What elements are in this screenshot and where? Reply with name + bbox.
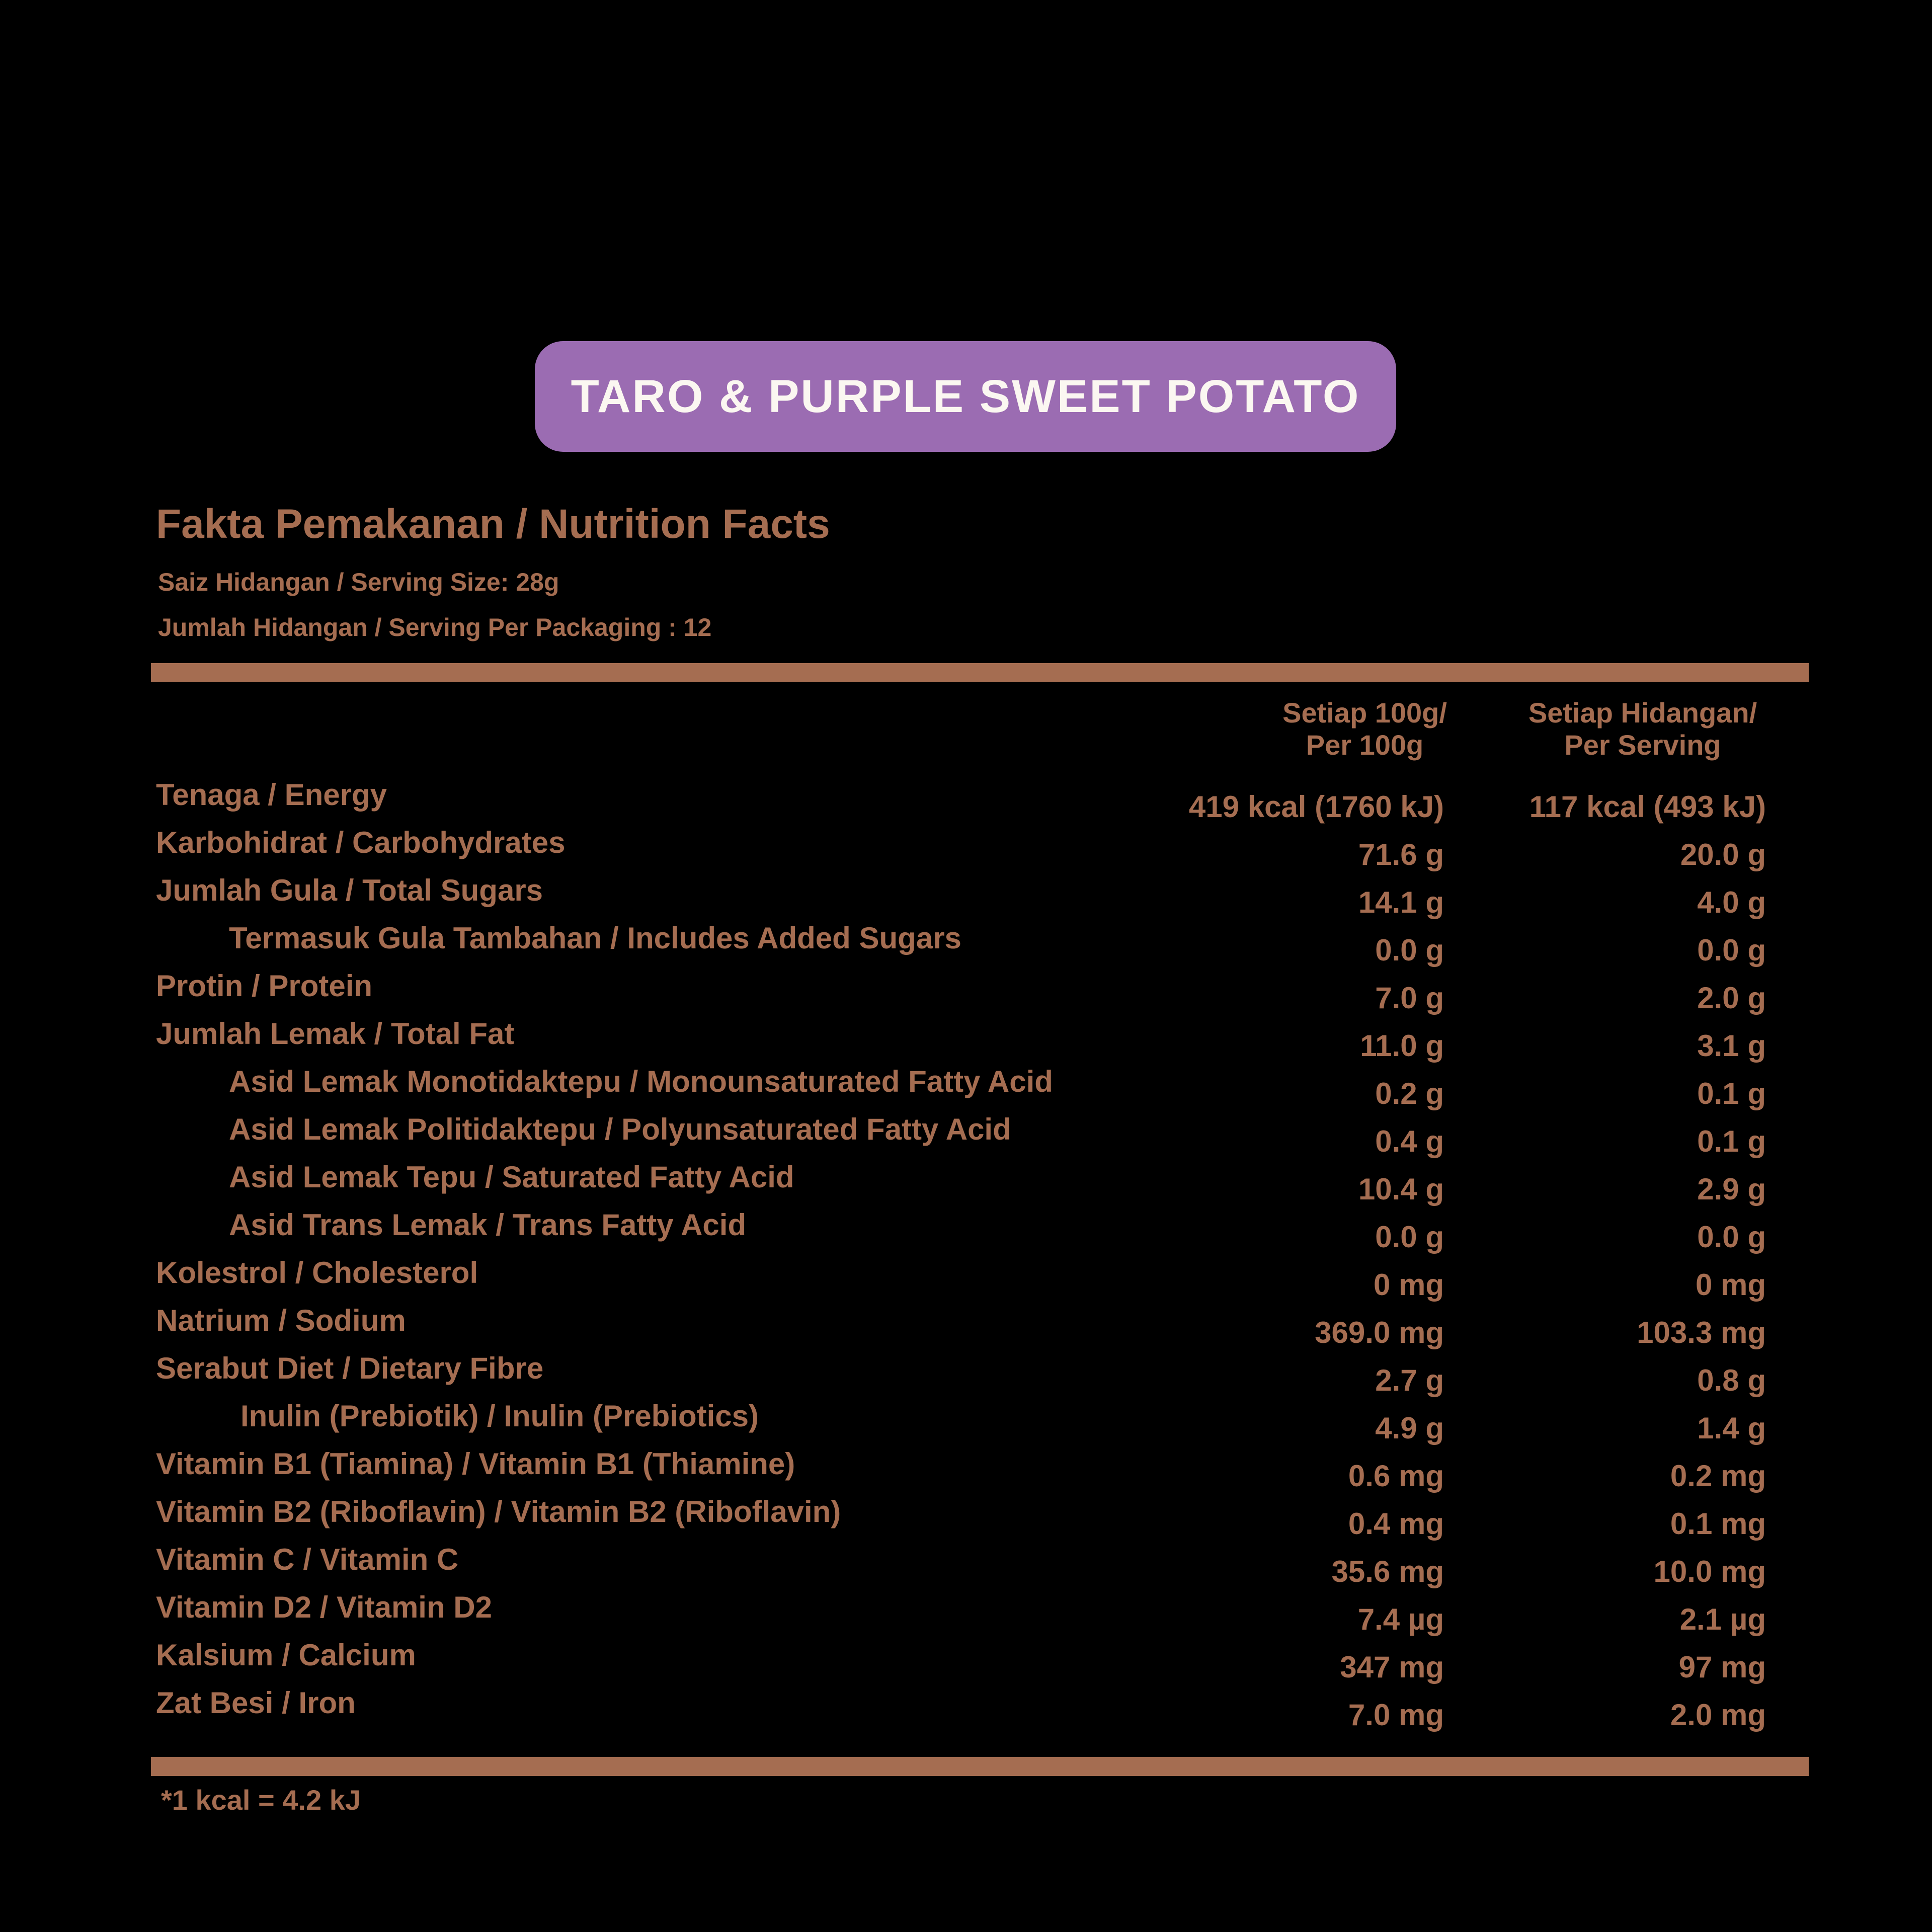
column-header-per-serving-line2: Per Serving (1564, 729, 1721, 761)
row-value-per-100g: 347 mg (1340, 1650, 1444, 1684)
row-value-per-serving: 97 mg (1678, 1650, 1766, 1684)
row-value-per-serving: 2.0 mg (1670, 1698, 1766, 1732)
column-header-per-serving: Setiap Hidangan/ Per Serving (1499, 697, 1786, 761)
row-value-per-100g: 369.0 mg (1315, 1316, 1444, 1349)
row-label: Tenaga / Energy (156, 778, 387, 812)
row-value-per-serving: 103.3 mg (1637, 1316, 1766, 1349)
page-title: Fakta Pemakanan / Nutrition Facts (156, 501, 830, 547)
row-value-per-serving: 0.1 mg (1670, 1507, 1766, 1541)
row-label: Asid Lemak Politidaktepu / Polyunsaturat… (229, 1112, 1011, 1146)
row-label: Jumlah Gula / Total Sugars (156, 873, 543, 907)
row-value-per-serving: 117 kcal (493 kJ) (1529, 790, 1766, 824)
row-value-per-serving: 20.0 g (1680, 838, 1766, 871)
row-value-per-serving: 2.0 g (1697, 981, 1766, 1015)
row-value-per-serving: 0.8 g (1697, 1363, 1766, 1397)
row-value-per-serving: 0.0 g (1697, 1220, 1766, 1254)
flavor-badge: TARO & PURPLE SWEET POTATO (535, 341, 1396, 452)
row-label: Asid Trans Lemak / Trans Fatty Acid (229, 1208, 747, 1242)
row-label: Inulin (Prebiotik) / Inulin (Prebiotics) (240, 1399, 759, 1433)
row-value-per-100g: 0 mg (1373, 1268, 1444, 1302)
row-value-per-serving: 10.0 mg (1653, 1555, 1766, 1588)
row-value-per-serving: 2.1 µg (1679, 1602, 1766, 1636)
table-row: Zat Besi / Iron 7.0 mg 2.0 mg (156, 1679, 1766, 1732)
row-value-per-100g: 2.7 g (1375, 1363, 1444, 1397)
row-value-per-serving: 0 mg (1695, 1268, 1766, 1302)
row-value-per-100g: 7.0 mg (1348, 1698, 1444, 1732)
row-label: Kolestrol / Cholesterol (156, 1256, 478, 1290)
table-row: Asid Lemak Tepu / Saturated Fatty Acid 1… (156, 1153, 1766, 1206)
column-header-per-100g: Setiap 100g/ Per 100g (1225, 697, 1504, 761)
row-label: Asid Lemak Tepu / Saturated Fatty Acid (229, 1160, 794, 1194)
table-row: Vitamin B2 (Riboflavin) / Vitamin B2 (Ri… (156, 1488, 1766, 1541)
row-value-per-serving: 2.9 g (1697, 1172, 1766, 1206)
nutrition-table: Tenaga / Energy 419 kcal (1760 kJ) 117 k… (156, 771, 1766, 1732)
row-value-per-100g: 0.4 mg (1348, 1507, 1444, 1541)
row-label: Karbohidrat / Carbohydrates (156, 826, 566, 859)
divider-bottom (151, 1757, 1809, 1776)
serving-size-text: Saiz Hidangan / Serving Size: 28g (158, 568, 559, 596)
column-header-per-100g-line2: Per 100g (1306, 729, 1424, 761)
row-label: Vitamin C / Vitamin C (156, 1543, 459, 1576)
row-value-per-100g: 35.6 mg (1331, 1555, 1444, 1588)
row-value-per-100g: 4.9 g (1375, 1411, 1444, 1445)
row-value-per-100g: 71.6 g (1358, 838, 1444, 871)
table-row: Asid Trans Lemak / Trans Fatty Acid 0.0 … (156, 1201, 1766, 1254)
row-value-per-100g: 7.0 g (1375, 981, 1444, 1015)
table-row: Natrium / Sodium 369.0 mg 103.3 mg (156, 1297, 1766, 1349)
row-value-per-serving: 0.1 g (1697, 1124, 1766, 1158)
row-value-per-serving: 0.2 mg (1670, 1459, 1766, 1493)
table-row: Kalsium / Calcium 347 mg 97 mg (156, 1631, 1766, 1684)
row-value-per-100g: 10.4 g (1358, 1172, 1444, 1206)
column-header-per-serving-line1: Setiap Hidangan/ (1528, 697, 1757, 729)
table-row: Asid Lemak Monotidaktepu / Monounsaturat… (156, 1058, 1766, 1110)
row-label: Vitamin B2 (Riboflavin) / Vitamin B2 (Ri… (156, 1495, 841, 1528)
table-row: Asid Lemak Politidaktepu / Polyunsaturat… (156, 1105, 1766, 1158)
row-value-per-serving: 4.0 g (1697, 886, 1766, 919)
row-label: Vitamin D2 / Vitamin D2 (156, 1590, 492, 1624)
row-value-per-100g: 0.6 mg (1348, 1459, 1444, 1493)
row-label: Jumlah Lemak / Total Fat (156, 1017, 515, 1051)
row-value-per-100g: 0.0 g (1375, 1220, 1444, 1254)
table-row: Karbohidrat / Carbohydrates 71.6 g 20.0 … (156, 819, 1766, 871)
row-label: Serabut Diet / Dietary Fibre (156, 1351, 544, 1385)
table-row: Kolestrol / Cholesterol 0 mg 0 mg (156, 1249, 1766, 1302)
divider-top (151, 663, 1809, 682)
row-label: Asid Lemak Monotidaktepu / Monounsaturat… (229, 1065, 1053, 1098)
table-row: Jumlah Lemak / Total Fat 11.0 g 3.1 g (156, 1010, 1766, 1063)
row-value-per-serving: 1.4 g (1697, 1411, 1766, 1445)
table-row: Jumlah Gula / Total Sugars 14.1 g 4.0 g (156, 866, 1766, 919)
servings-per-package-text: Jumlah Hidangan / Serving Per Packaging … (158, 613, 712, 641)
row-value-per-100g: 11.0 g (1360, 1029, 1444, 1063)
footnote: *1 kcal = 4.2 kJ (161, 1784, 361, 1816)
table-row: Inulin (Prebiotik) / Inulin (Prebiotics)… (156, 1392, 1766, 1445)
row-label: Zat Besi / Iron (156, 1686, 356, 1720)
row-value-per-serving: 3.1 g (1697, 1029, 1766, 1063)
row-label: Protin / Protein (156, 969, 373, 1003)
row-value-per-100g: 419 kcal (1760 kJ) (1188, 790, 1444, 824)
row-value-per-serving: 0.1 g (1697, 1077, 1766, 1110)
row-value-per-100g: 14.1 g (1358, 886, 1444, 919)
table-row: Protin / Protein 7.0 g 2.0 g (156, 962, 1766, 1015)
table-row: Tenaga / Energy 419 kcal (1760 kJ) 117 k… (156, 771, 1766, 824)
flavor-badge-label: TARO & PURPLE SWEET POTATO (571, 370, 1360, 422)
row-label: Kalsium / Calcium (156, 1638, 416, 1672)
row-value-per-100g: 0.0 g (1375, 933, 1444, 967)
column-header-per-100g-line1: Setiap 100g/ (1282, 697, 1447, 729)
row-label: Termasuk Gula Tambahan / Includes Added … (229, 921, 961, 955)
table-row: Vitamin B1 (Tiamina) / Vitamin B1 (Thiam… (156, 1440, 1766, 1493)
row-value-per-100g: 0.2 g (1375, 1077, 1444, 1110)
table-row: Serabut Diet / Dietary Fibre 2.7 g 0.8 g (156, 1344, 1766, 1397)
row-label: Natrium / Sodium (156, 1304, 406, 1337)
table-row: Vitamin D2 / Vitamin D2 7.4 µg 2.1 µg (156, 1583, 1766, 1636)
table-row: Termasuk Gula Tambahan / Includes Added … (156, 914, 1766, 967)
row-label: Vitamin B1 (Tiamina) / Vitamin B1 (Thiam… (156, 1447, 795, 1481)
row-value-per-100g: 0.4 g (1375, 1124, 1444, 1158)
table-row: Vitamin C / Vitamin C 35.6 mg 10.0 mg (156, 1536, 1766, 1588)
row-value-per-100g: 7.4 µg (1357, 1602, 1444, 1636)
row-value-per-serving: 0.0 g (1697, 933, 1766, 967)
